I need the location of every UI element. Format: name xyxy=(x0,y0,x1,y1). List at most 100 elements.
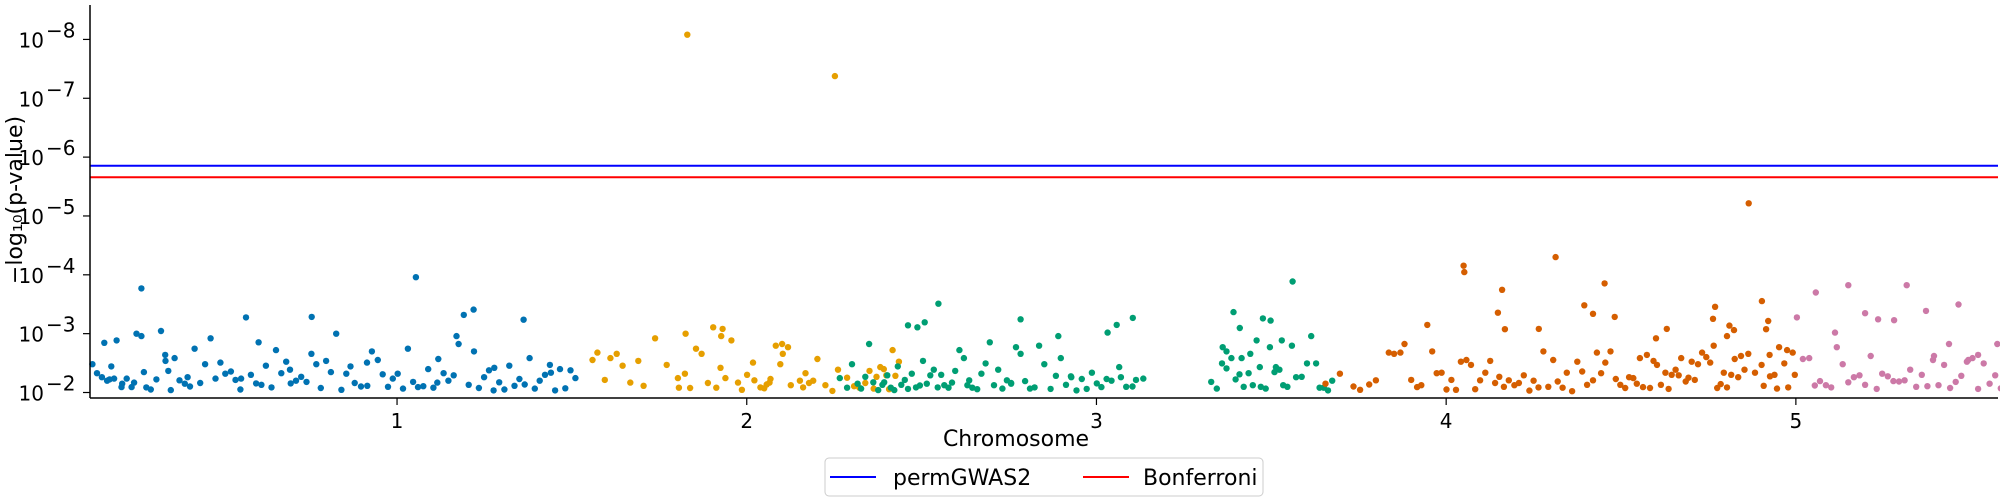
data-point xyxy=(1775,344,1783,351)
data-point xyxy=(1356,386,1364,393)
threshold-lines xyxy=(90,164,1998,179)
x-tick-label: 1 xyxy=(391,409,404,433)
data-point xyxy=(681,370,689,377)
data-point xyxy=(1487,357,1494,365)
data-point xyxy=(956,346,963,354)
data-point xyxy=(1104,329,1111,336)
data-point xyxy=(1639,383,1647,391)
data-point xyxy=(1745,200,1752,207)
data-point xyxy=(1123,383,1130,390)
data-point xyxy=(1583,381,1591,388)
data-point xyxy=(1093,380,1101,387)
data-point xyxy=(728,337,735,344)
data-point xyxy=(207,335,214,342)
data-point xyxy=(1707,359,1714,366)
data-point xyxy=(1284,383,1291,390)
data-point xyxy=(978,370,985,377)
data-point xyxy=(1219,344,1226,351)
data-point xyxy=(1735,374,1742,381)
data-point xyxy=(1745,350,1752,357)
data-point xyxy=(1856,372,1863,379)
data-point xyxy=(777,361,784,368)
data-point xyxy=(1940,361,1948,369)
data-point xyxy=(1055,332,1062,340)
data-point xyxy=(1312,360,1320,367)
data-point xyxy=(627,379,634,386)
data-point xyxy=(1913,383,1920,390)
data-point xyxy=(995,366,1002,373)
data-point xyxy=(1366,381,1373,388)
data-point xyxy=(831,72,839,80)
data-point xyxy=(982,360,989,367)
data-point xyxy=(1751,369,1759,376)
data-point xyxy=(167,386,174,394)
data-point xyxy=(480,374,488,381)
data-point xyxy=(778,340,786,348)
data-point xyxy=(1563,369,1571,376)
data-point xyxy=(1812,289,1820,296)
data-point xyxy=(682,330,689,337)
data-point xyxy=(541,371,549,378)
data-point xyxy=(1324,387,1332,394)
data-point xyxy=(1762,326,1770,333)
data-point xyxy=(1515,379,1523,387)
data-point xyxy=(1703,353,1710,361)
data-point xyxy=(93,370,101,377)
data-point xyxy=(1424,321,1431,329)
data-point xyxy=(719,325,726,333)
data-point xyxy=(889,346,896,354)
data-point xyxy=(674,374,682,382)
data-point xyxy=(1884,373,1892,380)
data-point xyxy=(613,350,620,357)
data-point xyxy=(1062,381,1070,388)
data-point xyxy=(908,370,915,377)
y-axis-label: −log₁₀(p-value) xyxy=(3,116,28,284)
data-point xyxy=(1397,349,1404,356)
x-tick-label: 5 xyxy=(1790,409,1803,433)
data-point xyxy=(1408,376,1415,384)
legend-label-bonferroni: Bonferroni xyxy=(1143,466,1258,491)
data-point xyxy=(1688,358,1695,365)
data-point xyxy=(866,367,873,375)
data-point xyxy=(1540,348,1547,355)
data-point xyxy=(283,358,290,365)
data-point xyxy=(1108,377,1115,384)
data-point xyxy=(1783,346,1791,354)
data-point xyxy=(1505,377,1513,384)
data-point xyxy=(333,330,340,337)
data-point xyxy=(308,350,315,357)
data-point xyxy=(1791,371,1799,378)
data-point xyxy=(1530,377,1537,384)
data-point xyxy=(242,314,250,321)
data-point xyxy=(904,322,912,329)
data-point xyxy=(717,364,724,371)
data-point xyxy=(1643,351,1651,359)
data-point xyxy=(914,324,921,331)
data-point xyxy=(1850,374,1858,381)
data-point xyxy=(829,387,836,395)
data-point xyxy=(1249,382,1257,389)
data-point xyxy=(506,362,513,369)
data-point xyxy=(140,368,148,376)
data-point xyxy=(1448,376,1455,384)
data-point xyxy=(409,378,417,386)
data-point xyxy=(1476,377,1484,384)
data-point xyxy=(1657,381,1665,388)
x-tick-label: 2 xyxy=(740,409,753,433)
data-point xyxy=(1675,372,1682,379)
data-point xyxy=(1785,384,1792,391)
y-tick-label: 10 xyxy=(19,87,44,111)
data-point xyxy=(1545,383,1552,390)
data-point xyxy=(252,380,260,387)
data-point xyxy=(1710,342,1717,349)
y-tick-label: 10 xyxy=(19,205,44,229)
y-tick-label: 10 xyxy=(19,323,44,347)
data-point xyxy=(1017,350,1024,357)
data-point xyxy=(1874,316,1882,323)
data-point xyxy=(89,361,96,368)
data-point xyxy=(130,379,138,386)
data-point xyxy=(1758,297,1766,305)
data-point xyxy=(1958,372,1965,379)
data-point xyxy=(501,386,508,393)
data-point xyxy=(1907,366,1914,373)
